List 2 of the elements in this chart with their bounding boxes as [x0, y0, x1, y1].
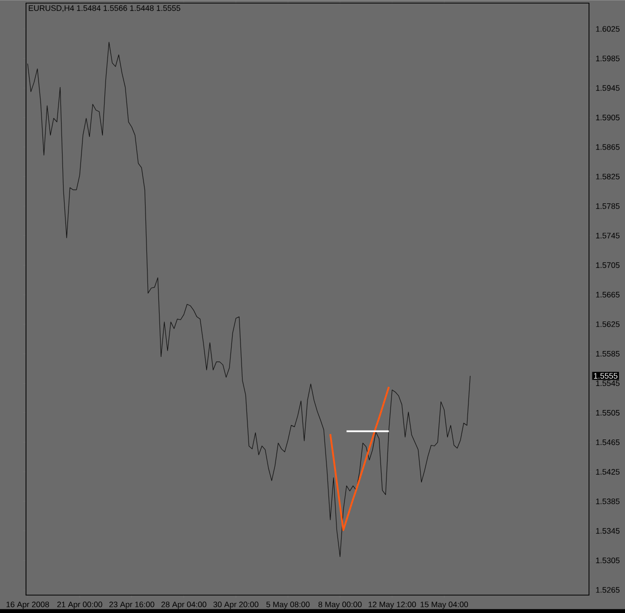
- line-series: [329, 386, 390, 531]
- line-series: [27, 42, 471, 557]
